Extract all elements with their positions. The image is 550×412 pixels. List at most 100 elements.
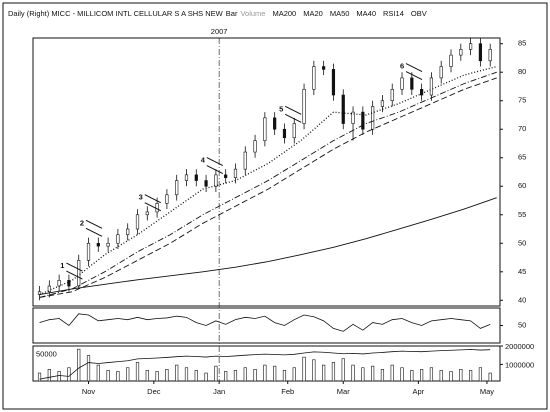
legend-item: OBV bbox=[411, 9, 427, 18]
y-tick-label: 45 bbox=[518, 267, 526, 276]
candle-body bbox=[175, 180, 179, 196]
volume-bar bbox=[184, 367, 189, 382]
flag-line bbox=[66, 270, 83, 280]
x-tick-label: Nov bbox=[82, 387, 96, 396]
candle-body bbox=[429, 77, 434, 96]
candle-body bbox=[282, 128, 287, 139]
flag-line bbox=[85, 227, 103, 237]
pattern-label: 5 bbox=[279, 104, 283, 113]
legend-item: MA40 bbox=[356, 9, 376, 18]
legend-item: MA50 bbox=[330, 9, 350, 18]
volume-bar bbox=[380, 369, 385, 382]
flag-line bbox=[206, 157, 224, 167]
volume-bar bbox=[194, 370, 198, 382]
candle-body bbox=[420, 89, 424, 96]
candle-body bbox=[292, 123, 296, 139]
x-tick-label: Apr bbox=[413, 387, 425, 396]
y2-tick-label: 1000000 bbox=[505, 360, 534, 369]
candle-body bbox=[380, 100, 385, 107]
candle-body bbox=[77, 260, 81, 287]
flag-line bbox=[66, 262, 83, 272]
candle-body bbox=[469, 43, 473, 50]
legend-item: Daily (Right) MICC - MILLICOM INTL CELLU… bbox=[8, 9, 224, 18]
volume-bar bbox=[135, 362, 140, 382]
moving-average bbox=[39, 197, 497, 296]
pattern-label: 2 bbox=[80, 218, 84, 227]
volume-bar bbox=[322, 364, 326, 382]
y-tick-label: 60 bbox=[518, 181, 526, 190]
volume-bar bbox=[341, 358, 345, 382]
y-tick-label: 65 bbox=[518, 153, 526, 162]
price-panel bbox=[32, 37, 501, 307]
x-tick-label: May bbox=[480, 387, 494, 396]
flag-line bbox=[405, 71, 423, 80]
pattern-label: 3 bbox=[139, 193, 143, 202]
candle-body bbox=[312, 66, 316, 90]
y-tick-label: 70 bbox=[518, 124, 526, 133]
volume-bar bbox=[67, 367, 71, 382]
volume-bar bbox=[106, 370, 110, 382]
candle-body bbox=[126, 228, 130, 236]
volume-bar bbox=[449, 371, 453, 382]
candle-body bbox=[390, 89, 394, 102]
candle-body bbox=[116, 234, 120, 244]
flag-line bbox=[206, 165, 224, 175]
candle-body bbox=[273, 117, 277, 130]
candle-body bbox=[184, 174, 189, 181]
candle-body bbox=[400, 77, 404, 90]
candle-body bbox=[145, 211, 149, 216]
y2-tick-label: 2000000 bbox=[505, 342, 534, 351]
volume-bar bbox=[214, 365, 218, 382]
volume-bar bbox=[263, 364, 267, 382]
candle-body bbox=[341, 94, 345, 124]
flag-line bbox=[405, 63, 423, 72]
volume-bar bbox=[57, 371, 61, 382]
volume-bar bbox=[116, 371, 120, 382]
candle-body bbox=[165, 194, 169, 204]
volume-bar bbox=[331, 362, 336, 382]
candle-body bbox=[331, 69, 336, 96]
candle-body bbox=[253, 140, 257, 153]
candle-body bbox=[459, 49, 463, 56]
volume-bar bbox=[204, 372, 208, 382]
flag-line bbox=[144, 194, 161, 204]
volume-bar bbox=[86, 355, 91, 382]
pattern-label: 4 bbox=[201, 156, 206, 165]
flag-line bbox=[85, 219, 103, 229]
volume-bar bbox=[155, 371, 159, 382]
x-tick-label: Feb bbox=[281, 387, 294, 396]
candle-body bbox=[361, 111, 365, 130]
candle-body bbox=[47, 285, 51, 293]
candle-body bbox=[204, 180, 208, 187]
volume-bar bbox=[361, 367, 365, 382]
volume-panel bbox=[32, 345, 501, 382]
volume-bar bbox=[243, 367, 247, 382]
obv-line bbox=[39, 349, 491, 380]
legend-item: Bar bbox=[226, 9, 238, 18]
candle-body bbox=[67, 280, 71, 287]
candle-body bbox=[302, 89, 306, 124]
y-tick-label: 80 bbox=[518, 67, 526, 76]
volume-bar bbox=[224, 371, 228, 382]
x-tick-label: Dec bbox=[147, 387, 161, 396]
year-label: 2007 bbox=[211, 27, 228, 36]
volume-bar bbox=[253, 369, 257, 382]
volume-bar bbox=[145, 370, 149, 382]
candle-body bbox=[194, 174, 198, 181]
y-tick-label: 50 bbox=[518, 238, 526, 247]
y-tick-label: 40 bbox=[518, 295, 526, 304]
moving-average bbox=[39, 77, 497, 298]
candle-body bbox=[243, 151, 247, 170]
volume-bar bbox=[400, 367, 404, 382]
volume-bar bbox=[77, 348, 81, 382]
volume-bar bbox=[469, 370, 473, 382]
y-tick-label: 50000 bbox=[36, 349, 57, 358]
y-tick-label: 50 bbox=[518, 320, 526, 329]
legend-item: RSI14 bbox=[383, 9, 404, 18]
volume-bar bbox=[126, 367, 130, 382]
volume-bar bbox=[96, 364, 100, 382]
candle-body bbox=[322, 66, 326, 70]
candle-body bbox=[263, 117, 267, 141]
volume-bar bbox=[420, 369, 424, 382]
